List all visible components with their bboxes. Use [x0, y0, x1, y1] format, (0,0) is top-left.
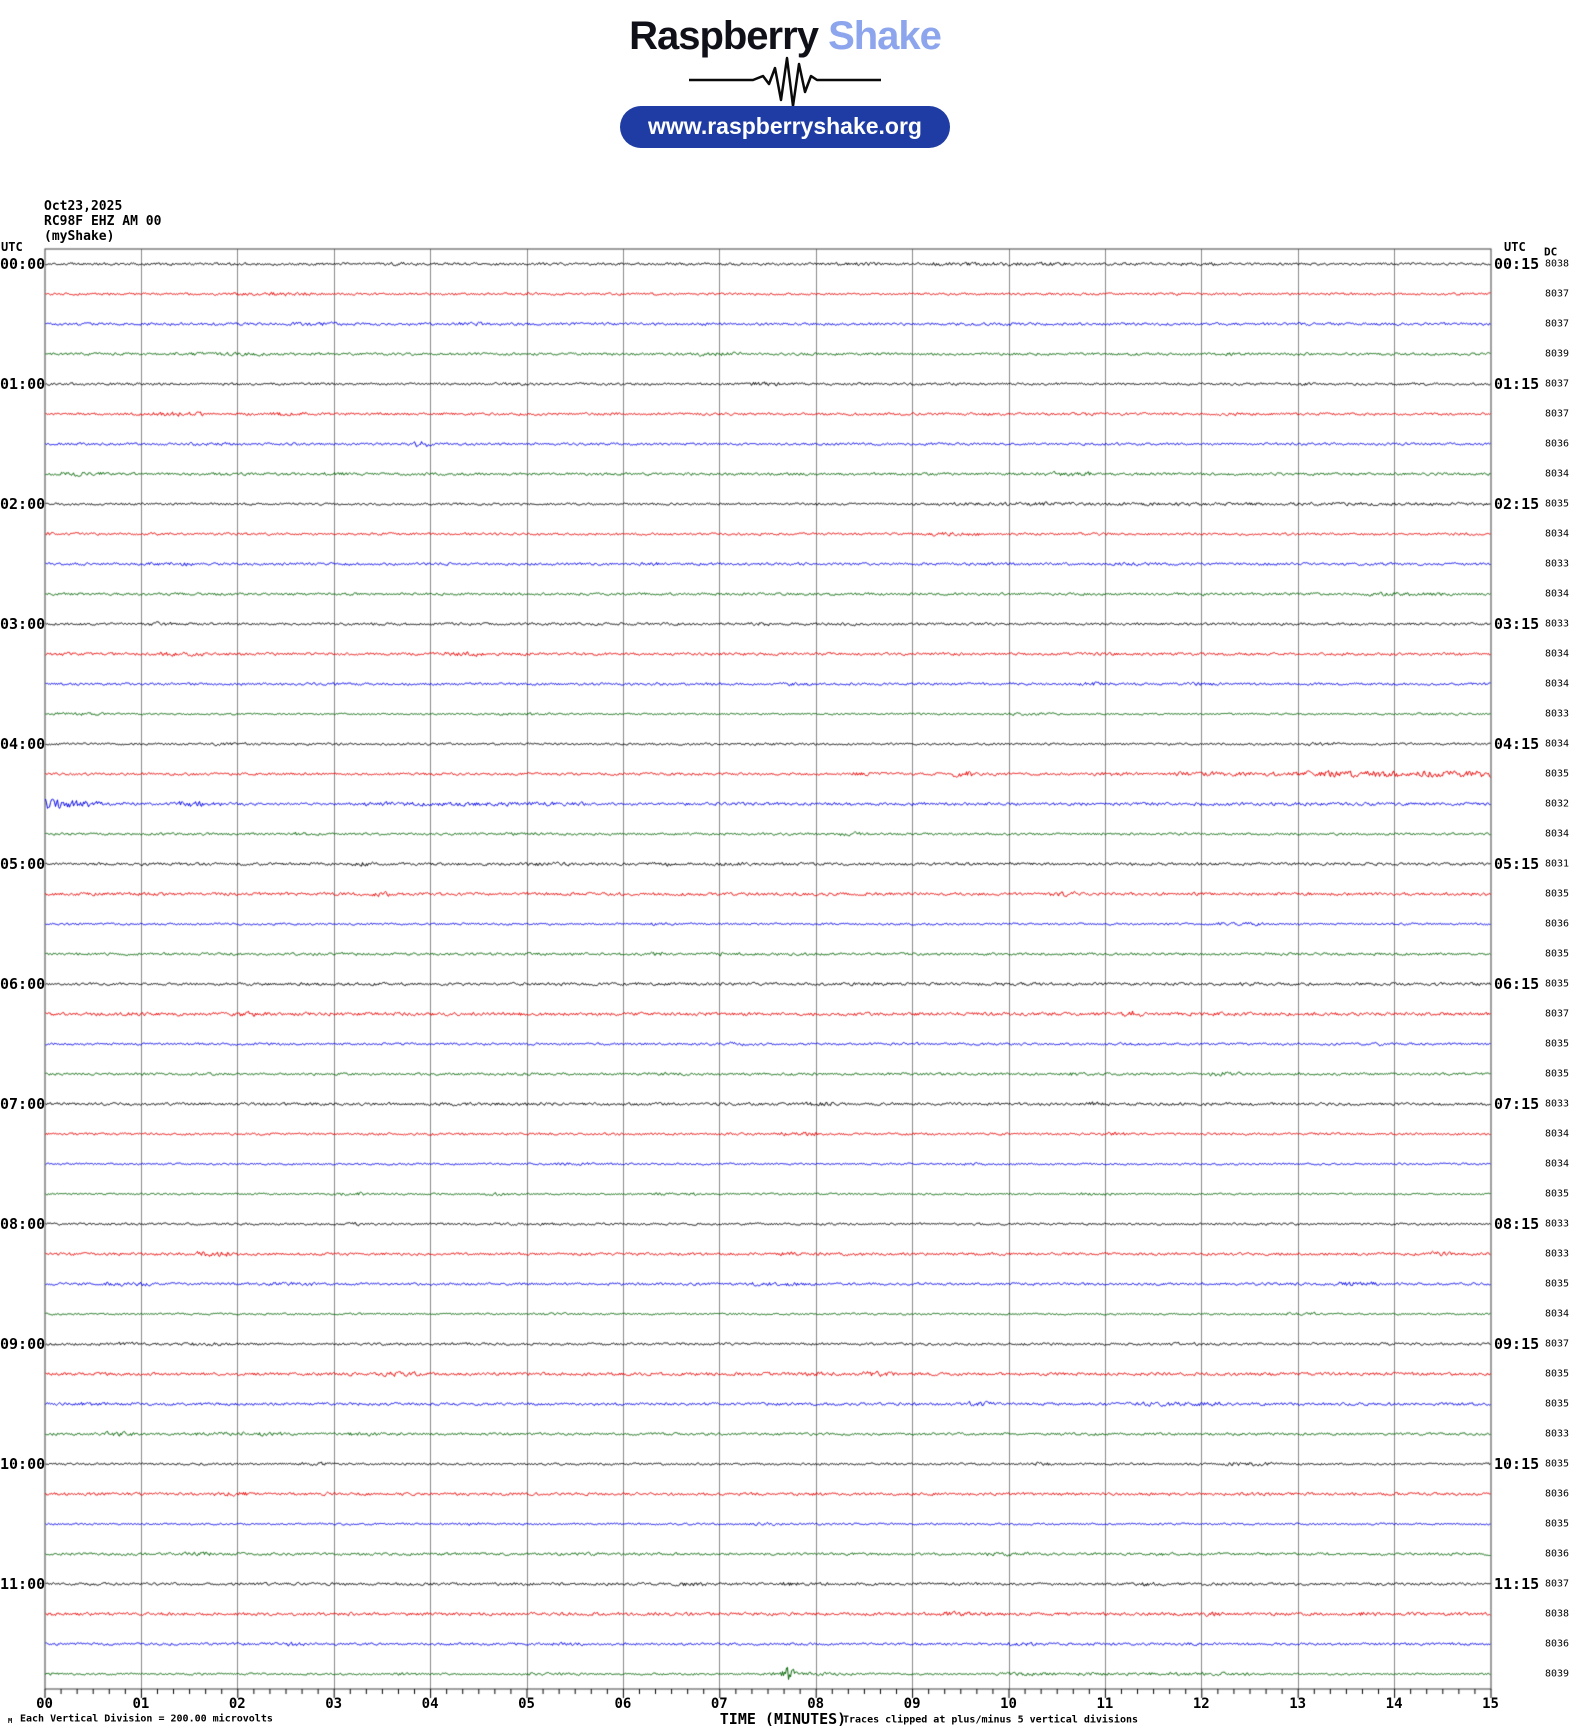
scale-glyph: M	[8, 1717, 13, 1725]
dc-value: 8034	[1545, 1128, 1570, 1139]
right-time-label: 01:15	[1494, 374, 1540, 393]
left-time-label: 11:00	[0, 1574, 46, 1593]
left-time-label: 03:00	[0, 614, 46, 633]
right-time-label: 07:15	[1494, 1094, 1540, 1113]
left-time-label: 09:00	[0, 1334, 46, 1353]
x-axis-minute-label: 08	[807, 1696, 825, 1712]
dc-value: 8036	[1545, 918, 1570, 929]
x-axis-minute-label: 01	[132, 1696, 150, 1712]
dc-value: 8035	[1545, 1518, 1570, 1529]
dc-value: 8035	[1545, 1038, 1570, 1049]
left-time-label: 08:00	[0, 1214, 46, 1233]
right-time-label: 00:15	[1494, 254, 1540, 273]
x-axis-minute-label: 10	[1000, 1696, 1017, 1712]
dc-value: 8033	[1545, 708, 1570, 719]
utc-left-header: UTC	[1, 240, 23, 254]
x-axis-minute-label: 07	[710, 1696, 728, 1712]
right-time-label: 05:15	[1494, 854, 1540, 873]
dc-value: 8036	[1545, 1488, 1570, 1499]
dc-value: 8037	[1545, 318, 1570, 329]
dc-value: 8032	[1545, 798, 1570, 809]
x-axis-minute-label: 04	[421, 1696, 439, 1712]
x-axis-minute-label: 09	[903, 1696, 921, 1712]
right-time-label: 02:15	[1494, 494, 1540, 513]
dc-value: 8035	[1545, 888, 1570, 899]
dc-value: 8033	[1545, 1428, 1570, 1439]
dc-value: 8038	[1545, 1608, 1570, 1619]
dc-value: 8034	[1545, 1158, 1570, 1169]
dc-value: 8037	[1545, 288, 1570, 299]
dc-value: 8033	[1545, 1248, 1570, 1259]
dc-value: 8033	[1545, 1218, 1570, 1229]
x-axis-minute-label: 03	[325, 1696, 343, 1712]
right-time-label: 09:15	[1494, 1334, 1540, 1353]
x-axis-minute-label: 05	[518, 1696, 535, 1712]
x-axis-minute-label: 13	[1289, 1696, 1307, 1712]
dc-value: 8035	[1545, 1458, 1570, 1469]
dc-value: 8035	[1545, 768, 1570, 779]
x-axis-minute-label: 00	[36, 1696, 53, 1712]
right-time-label: 08:15	[1494, 1214, 1540, 1233]
right-time-label: 11:15	[1494, 1574, 1540, 1593]
left-time-label: 02:00	[0, 494, 46, 513]
dc-value: 8034	[1545, 678, 1570, 689]
time-axis-title: TIME (MINUTES)	[719, 1710, 847, 1728]
right-time-label: 06:15	[1494, 974, 1540, 993]
dc-value: 8034	[1545, 648, 1570, 659]
dc-value: 8034	[1545, 528, 1570, 539]
left-time-label: 07:00	[0, 1094, 46, 1113]
left-time-label: 04:00	[0, 734, 46, 753]
dc-value: 8035	[1545, 1398, 1570, 1409]
dc-value: 8039	[1545, 1668, 1570, 1679]
x-axis-minute-label: 15	[1482, 1696, 1499, 1712]
dc-value: 8033	[1545, 1098, 1570, 1109]
x-axis-minute-label: 11	[1096, 1696, 1114, 1712]
dc-value: 8033	[1545, 558, 1570, 569]
dc-value: 8033	[1545, 618, 1570, 629]
dc-value: 8035	[1545, 1068, 1570, 1079]
left-time-label: 06:00	[0, 974, 46, 993]
dc-value: 8037	[1545, 378, 1570, 389]
dc-value: 8039	[1545, 348, 1570, 359]
dc-value: 8035	[1545, 498, 1570, 509]
right-time-label: 10:15	[1494, 1454, 1540, 1473]
dc-value: 8036	[1545, 1548, 1570, 1559]
dc-value: 8035	[1545, 978, 1570, 989]
clip-note: Traces clipped at plus/minus 5 vertical …	[843, 1714, 1139, 1726]
left-time-label: 00:00	[0, 254, 46, 273]
dc-value: 8035	[1545, 1368, 1570, 1379]
dc-value: 8035	[1545, 1278, 1570, 1289]
dc-value: 8034	[1545, 1308, 1570, 1319]
dc-header: DC	[1544, 245, 1558, 259]
dc-value: 8031	[1545, 858, 1570, 869]
left-time-label: 10:00	[0, 1454, 46, 1473]
dc-value: 8037	[1545, 408, 1570, 419]
dc-value: 8036	[1545, 438, 1570, 449]
dc-value: 8034	[1545, 468, 1570, 479]
right-time-label: 03:15	[1494, 614, 1540, 633]
dc-value: 8034	[1545, 828, 1570, 839]
utc-right-header: UTC	[1504, 240, 1526, 254]
x-axis-minute-label: 14	[1385, 1696, 1403, 1712]
dc-value: 8037	[1545, 1338, 1570, 1349]
dc-value: 8037	[1545, 1578, 1570, 1589]
x-axis-minute-label: 06	[614, 1696, 632, 1712]
left-time-label: 05:00	[0, 854, 46, 873]
dc-value: 8035	[1545, 1188, 1570, 1199]
dc-value: 8034	[1545, 738, 1570, 749]
dc-value: 8034	[1545, 588, 1570, 599]
dc-value: 8036	[1545, 1638, 1570, 1649]
scale-note: Each Vertical Division = 200.00 microvol…	[20, 1713, 273, 1725]
dc-value: 8038	[1545, 258, 1570, 269]
x-axis-minute-label: 02	[228, 1696, 246, 1712]
x-axis-minute-label: 12	[1192, 1696, 1210, 1712]
right-time-label: 04:15	[1494, 734, 1540, 753]
dc-value: 8035	[1545, 948, 1570, 959]
dc-value: 8037	[1545, 1008, 1570, 1019]
left-time-label: 01:00	[0, 374, 46, 393]
